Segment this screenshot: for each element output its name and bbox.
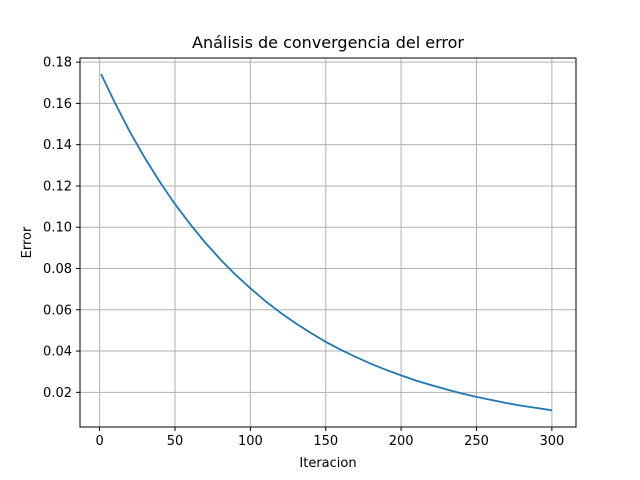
y-tick-label: 0.08 bbox=[43, 262, 72, 277]
y-tick-label: 0.06 bbox=[43, 303, 72, 318]
series-layer bbox=[100, 73, 553, 412]
x-tick-label: 100 bbox=[238, 434, 263, 449]
y-tick-label: 0.10 bbox=[43, 221, 72, 236]
y-tick-label: 0.16 bbox=[43, 97, 72, 112]
chart-title: Análisis de convergencia del error bbox=[192, 33, 464, 52]
ticks: 0 50 100 150 200 250 300 0.02 0.04 0.06 0.08 0.10 0.… bbox=[43, 56, 564, 449]
x-tick-label: 200 bbox=[389, 434, 414, 449]
y-tick-label: 0.14 bbox=[43, 138, 72, 153]
x-tick-label: 300 bbox=[539, 434, 564, 449]
x-tick-label: 0 bbox=[95, 434, 103, 449]
x-tick-label: 50 bbox=[167, 434, 184, 449]
y-tick-label: 0.18 bbox=[43, 56, 72, 71]
grid bbox=[80, 58, 576, 427]
x-axis-label: Iteracion bbox=[299, 456, 356, 471]
x-tick-label: 150 bbox=[313, 434, 338, 449]
y-tick-label: 0.02 bbox=[43, 386, 72, 401]
y-axis-label: Error bbox=[20, 226, 35, 258]
x-tick-label: 250 bbox=[464, 434, 489, 449]
y-tick-label: 0.12 bbox=[43, 179, 72, 194]
plot-area-frame bbox=[79, 57, 577, 428]
error-series-line bbox=[100, 73, 553, 412]
y-tick-label: 0.04 bbox=[43, 345, 72, 360]
